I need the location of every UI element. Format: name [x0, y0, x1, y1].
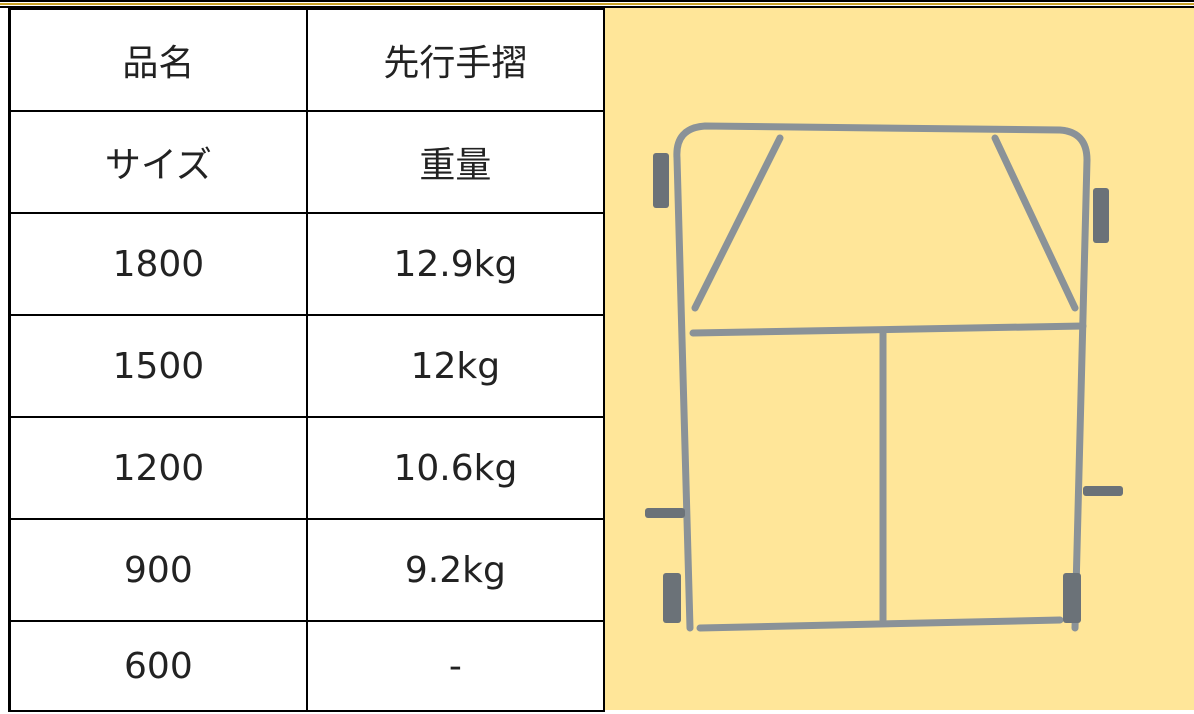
table-cell: 9.2kg	[305, 518, 606, 622]
product-photo	[605, 8, 1194, 710]
table-cell: 10.6kg	[305, 416, 606, 520]
table-row: 600-	[7, 620, 606, 712]
table-cell: 1500	[7, 314, 308, 418]
table-cell: 12kg	[305, 314, 606, 418]
table-cell: 1800	[7, 212, 308, 316]
clamps	[645, 153, 1123, 623]
table-body: 品名 先行手摺 サイズ 重量 1800 12.9kg 1500 12kg 1200 10.6kg 9…	[7, 8, 606, 712]
handrail-illustration	[645, 122, 1123, 632]
table-cell: -	[305, 620, 606, 712]
top-rule	[0, 0, 1194, 8]
frame	[673, 122, 1091, 632]
header-cell: サイズ	[7, 110, 308, 214]
table-cell: 600	[7, 620, 308, 712]
table-row: 1200 10.6kg	[7, 416, 606, 520]
header-cell: 先行手摺	[305, 8, 606, 112]
spec-table: 品名 先行手摺 サイズ 重量 1800 12.9kg 1500 12kg 1200 10.6kg 9…	[7, 8, 606, 712]
table-cell: 1200	[7, 416, 308, 520]
table-cell: 12.9kg	[305, 212, 606, 316]
table-row: 900 9.2kg	[7, 518, 606, 622]
header-cell: 重量	[305, 110, 606, 214]
table-row: 1800 12.9kg	[7, 212, 606, 316]
header-cell: 品名	[7, 8, 308, 112]
table-row: 1500 12kg	[7, 314, 606, 418]
table-row: 品名 先行手摺	[7, 8, 606, 112]
table-row: サイズ 重量	[7, 110, 606, 214]
table-cell: 900	[7, 518, 308, 622]
